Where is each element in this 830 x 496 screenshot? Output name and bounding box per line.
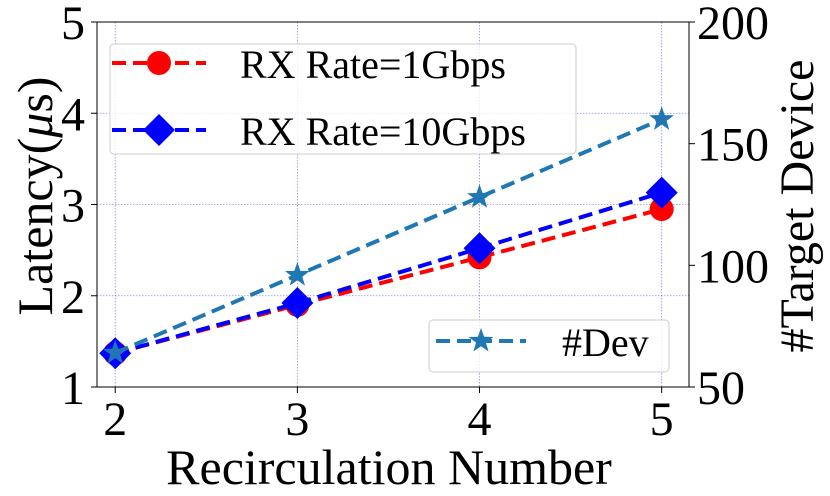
legend-dev: #Dev [428, 319, 670, 373]
legend-marker-dev [468, 328, 494, 352]
series-line-dev [114, 117, 663, 355]
legend-rx-rate: RX Rate=1Gbps RX Rate=10Gbps [109, 42, 577, 155]
legend-dev-box [428, 319, 670, 373]
y2-axis-label: #Target Device [771, 60, 824, 353]
x-tick-label: 3 [285, 393, 309, 446]
y-tick-label: 5 [61, 0, 85, 50]
y-axis-label: Latency(μs) [7, 77, 63, 316]
y-tick-label: 3 [61, 180, 85, 233]
legend-marker-10gbps [143, 114, 175, 146]
x-tick-label: 2 [103, 393, 127, 446]
data-point-dev [649, 106, 674, 130]
data-point-10gbps [281, 287, 314, 320]
y2-tick-label: 100 [697, 240, 769, 293]
x-axis-label: Recirculation Number [166, 439, 612, 495]
series-line-10gbps [114, 190, 663, 356]
y2-tick-label: 150 [697, 119, 769, 172]
legend-marker-1gbps [147, 51, 171, 75]
legend-label-1gbps: RX Rate=1Gbps [240, 42, 506, 87]
x-tick-label: 5 [650, 393, 674, 446]
data-point-10gbps [645, 176, 678, 209]
data-point-dev [285, 262, 310, 286]
series-lines [99, 106, 678, 370]
y-axis-label-suffix: s) [7, 77, 63, 113]
data-point-dev [102, 339, 128, 364]
y-axis-label-prefix: Latency( [7, 138, 63, 316]
legend-label-10gbps: RX Rate=10Gbps [240, 109, 526, 154]
data-point-dev [467, 184, 492, 208]
y2-tick-label: 200 [697, 0, 769, 50]
y-tick-label: 4 [61, 88, 85, 141]
y-axis-label-mu: μ [7, 113, 63, 139]
y2-tick-label: 50 [697, 362, 745, 415]
legend-label-dev: #Dev [562, 320, 649, 365]
y-tick-label: 2 [61, 271, 85, 324]
y-tick-label: 1 [61, 362, 85, 415]
data-point-10gbps [463, 232, 496, 265]
data-point-1gbps [649, 197, 674, 222]
x-tick-label: 4 [468, 393, 492, 446]
legend-rx-rate-box [109, 43, 577, 155]
